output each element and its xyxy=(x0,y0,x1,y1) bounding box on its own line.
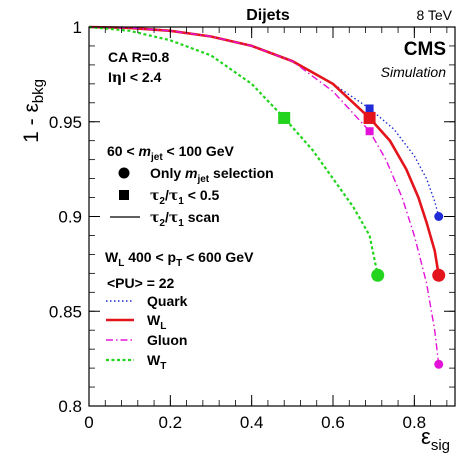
ticks-layer: 0 0.2 0.4 0.6 0.8 0.8 0.85 0.9 0.95 1 xyxy=(49,18,455,432)
text-layer: Dijets 8 TeV CMS Simulation 1 - εbkg εsig… xyxy=(20,7,453,454)
chart-title: Dijets xyxy=(246,7,290,24)
legend-label-gluon: Gluon xyxy=(147,332,187,348)
legend-label-w-t: WT xyxy=(147,352,166,372)
square-marker-quark xyxy=(365,104,374,113)
x-tick-label: 0.2 xyxy=(159,413,183,432)
x-axis-title: εsig xyxy=(421,424,450,454)
legend-label-quark: Quark xyxy=(147,293,188,309)
energy-label: 8 TeV xyxy=(416,7,452,23)
experiment-sublabel: Simulation xyxy=(381,64,447,80)
x-tick-label: 0.4 xyxy=(240,413,264,432)
pileup-label: <PU> = 22 xyxy=(107,275,175,291)
y-tick-label: 0.8 xyxy=(58,397,82,416)
circle-marker-w-t xyxy=(371,268,385,282)
legend-circle-marker xyxy=(118,167,130,179)
annotation-cone: CA R=0.8 xyxy=(108,49,170,65)
circle-marker-w-l xyxy=(432,268,446,282)
square-marker-w-t xyxy=(278,111,291,124)
experiment-label: CMS xyxy=(404,39,446,60)
selection-header: 60 < mjet < 100 GeV xyxy=(107,143,235,163)
marker-legend-label: τ2/τ1 < 0.5 xyxy=(150,187,219,207)
y-tick-label: 0.95 xyxy=(49,113,82,132)
circle-marker-gluon xyxy=(434,359,444,369)
y-tick-label: 1 xyxy=(73,18,82,37)
x-tick-label: 0.8 xyxy=(403,413,427,432)
y-tick-label: 0.85 xyxy=(49,302,82,321)
square-marker-w-l xyxy=(363,111,376,124)
annotation-eta: IηI < 2.4 xyxy=(108,69,162,86)
marker-legend-label: τ2/τ1 scan xyxy=(150,209,220,229)
legend-square-marker xyxy=(119,190,129,200)
square-marker-gluon xyxy=(365,127,374,136)
sample-header: WL 400 < pT < 600 GeV xyxy=(105,249,254,269)
circle-marker-quark xyxy=(434,212,444,221)
y-axis-title: 1 - εbkg xyxy=(20,79,47,143)
y-tick-label: 0.9 xyxy=(58,208,82,227)
marker-legend-label: Only mjet selection xyxy=(150,165,274,185)
x-tick-label: 0.6 xyxy=(321,413,345,432)
x-tick-label: 0 xyxy=(84,413,93,432)
series-line-gluon xyxy=(88,26,440,365)
legend-label-w-l: WL xyxy=(147,312,166,332)
